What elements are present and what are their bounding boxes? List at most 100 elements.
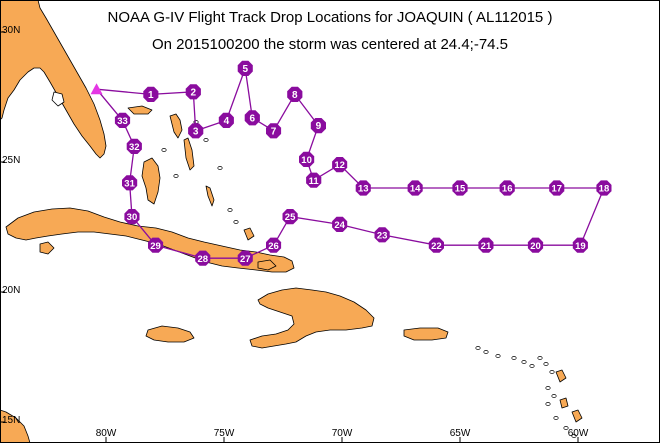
lon-label-70w: 70W: [331, 428, 353, 439]
drop-marker-17: 17: [549, 180, 565, 196]
drop-marker-20: 20: [527, 237, 544, 253]
drop-marker-label: 22: [431, 241, 442, 252]
puerto-rico-landmass: [403, 327, 449, 341]
drop-marker-7: 7: [266, 123, 282, 139]
drop-marker-33: 33: [114, 112, 131, 128]
drop-marker-25: 25: [282, 209, 298, 225]
islet-outline: [553, 416, 559, 420]
drop-marker-shape: [195, 250, 211, 266]
drop-marker-shape: [185, 84, 201, 100]
drop-marker-label: 8: [292, 90, 298, 101]
drop-marker-shape: [596, 180, 612, 196]
islet-outline: [173, 174, 179, 178]
drop-marker-26: 26: [266, 237, 282, 253]
hispaniola-landmass: [249, 287, 375, 349]
drop-marker-shape: [126, 138, 142, 154]
drop-marker-shape: [355, 180, 371, 196]
drop-marker-label: 32: [129, 142, 140, 153]
drop-marker-label: 6: [250, 113, 256, 124]
drop-marker-18: 18: [596, 180, 612, 196]
great-inagua: [257, 259, 277, 271]
small-islets: [161, 120, 577, 438]
lon-label-65w: 65W: [449, 428, 471, 439]
drop-marker-4: 4: [218, 112, 234, 128]
drop-marker-label: 19: [575, 241, 586, 252]
drop-marker-label: 3: [193, 126, 199, 137]
drop-marker-label: 26: [268, 241, 279, 252]
drop-marker-label: 4: [224, 116, 230, 127]
drop-marker-30: 30: [124, 209, 140, 225]
drop-marker-14: 14: [407, 180, 423, 196]
drop-marker-29: 29: [148, 237, 164, 253]
florida-landmass: [0, 0, 107, 159]
drop-marker-label: 12: [334, 160, 345, 171]
drop-marker-label: 13: [358, 184, 369, 195]
central-america-corner: [0, 409, 31, 443]
lon-label-80w: 80W: [95, 428, 117, 439]
drop-marker-label: 24: [334, 220, 345, 231]
drop-marker-shape: [282, 209, 298, 225]
great-abaco: [169, 113, 183, 139]
drop-marker-1: 1: [143, 86, 159, 102]
drop-marker-shape: [218, 112, 234, 128]
drop-marker-19: 19: [572, 237, 588, 253]
drop-marker-28: 28: [195, 250, 211, 266]
drop-marker-2: 2: [185, 84, 201, 100]
drop-marker-24: 24: [332, 216, 348, 232]
drop-marker-shape: [114, 112, 131, 128]
drop-marker-shape: [478, 237, 494, 253]
drop-marker-label: 33: [117, 116, 128, 127]
drop-marker-shape: [332, 157, 348, 173]
drop-marker-16: 16: [499, 180, 515, 196]
lesser-antilles-3: [559, 397, 569, 409]
drop-marker-12: 12: [332, 157, 348, 173]
drop-marker-label: 1: [148, 90, 154, 101]
drop-marker-21: 21: [478, 237, 494, 253]
islet-outline: [475, 346, 481, 350]
drop-marker-shape: [122, 175, 138, 191]
islet-outline: [521, 360, 527, 364]
lesser-antilles-1: [555, 369, 567, 383]
drop-marker-label: 2: [191, 87, 197, 98]
lon-label-60w: 60W: [567, 428, 589, 439]
flight-track: [96, 68, 605, 259]
drop-marker-shape: [549, 180, 565, 196]
drop-marker-shape: [306, 172, 322, 188]
drop-marker-label: 10: [301, 155, 312, 166]
lat-label-15n: 15N: [2, 415, 21, 426]
land-layer: [0, 0, 583, 443]
drop-marker-label: 31: [124, 178, 135, 189]
drop-marker-27: 27: [237, 250, 253, 266]
andros-island: [141, 157, 161, 205]
drop-marker-label: 21: [481, 241, 492, 252]
drop-marker-shape: [237, 250, 253, 266]
drop-marker-label: 15: [455, 184, 466, 195]
islet-outline: [543, 362, 549, 366]
lesser-antilles-2: [571, 409, 583, 423]
drop-marker-label: 25: [285, 212, 296, 223]
drop-marker-6: 6: [244, 110, 260, 126]
isla-juventud: [39, 241, 55, 255]
drop-marker-shape: [266, 237, 282, 253]
islet-outline: [563, 426, 569, 430]
islet-outline: [571, 434, 577, 438]
drop-marker-label: 18: [599, 184, 610, 195]
drop-marker-shape: [287, 86, 303, 102]
long-island: [205, 185, 215, 207]
islet-outline: [545, 386, 551, 390]
drop-marker-11: 11: [306, 172, 322, 188]
drop-marker-31: 31: [122, 175, 138, 191]
drop-marker-13: 13: [355, 180, 371, 196]
islet-outline: [549, 370, 555, 374]
drop-marker-label: 27: [240, 254, 251, 265]
drop-marker-label: 7: [271, 126, 277, 137]
axis-ticks: [0, 31, 579, 443]
drop-marker-label: 23: [377, 230, 388, 241]
islet-outline: [495, 354, 501, 358]
map-title: NOAA G-IV Flight Track Drop Locations fo…: [107, 9, 553, 26]
drop-marker-shape: [572, 237, 588, 253]
drop-marker-32: 32: [126, 138, 142, 154]
lat-label-30n: 30N: [2, 25, 21, 36]
eleuthera: [183, 137, 195, 171]
drop-marker-label: 20: [530, 241, 541, 252]
